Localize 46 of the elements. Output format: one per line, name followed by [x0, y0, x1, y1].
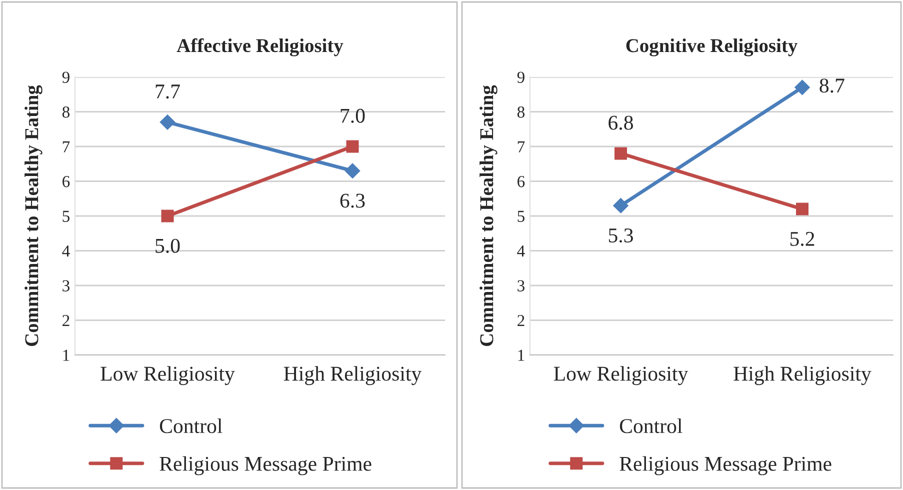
point: [160, 114, 176, 130]
data-label: 5.3: [608, 228, 633, 243]
y-tick-label: 1: [63, 350, 70, 361]
data-label: 8.7: [820, 78, 844, 93]
chart-title: Cognitive Religiosity: [626, 38, 798, 56]
point: [794, 80, 810, 95]
y-tick-label: 7: [518, 141, 525, 152]
data-label: 6.3: [340, 194, 365, 208]
y-axis-title: Commitment to Healthy Eating: [480, 85, 498, 346]
legend-label: Control: [620, 418, 682, 434]
point: [161, 210, 174, 222]
point: [796, 202, 808, 216]
point: [613, 198, 628, 214]
data-label: 5.0: [156, 238, 180, 253]
point: [346, 140, 359, 153]
legend-label: Control: [160, 418, 222, 434]
y-tick-label: 3: [62, 280, 70, 292]
data-label: 7.0: [340, 108, 365, 123]
legend-label: Religious Message Prime: [620, 456, 832, 476]
y-tick-label: 2: [62, 314, 70, 326]
point: [344, 163, 360, 178]
y-tick-label: 6: [62, 176, 70, 188]
point: [614, 147, 627, 160]
y-tick-label: 7: [62, 141, 70, 152]
y-axis-title: Commitment to Healthy Eating: [24, 85, 42, 346]
x-tick-label: High Religiosity: [734, 366, 872, 386]
data-label: 7.7: [156, 84, 180, 99]
legend-label: Religious Message Prime: [160, 456, 372, 476]
y-tick-label: 8: [517, 106, 525, 118]
chart-title: Affective Religiosity: [176, 38, 344, 56]
y-tick-label: 3: [518, 280, 524, 292]
y-tick-label: 4: [517, 246, 525, 257]
x-tick-label: Low Religiosity: [554, 366, 688, 386]
y-tick-label: 6: [518, 176, 525, 188]
y-tick-label: 9: [62, 72, 70, 83]
x-tick-label: High Religiosity: [284, 366, 422, 386]
y-tick-label: 4: [62, 246, 70, 257]
x-tick-label: Low Religiosity: [100, 366, 235, 386]
y-tick-label: 8: [62, 106, 70, 118]
data-label: 5.2: [790, 232, 814, 246]
y-tick-label: 5: [518, 210, 524, 222]
y-tick-label: 2: [518, 314, 524, 326]
y-tick-label: 5: [62, 210, 70, 222]
y-tick-label: 1: [518, 350, 524, 361]
data-label: 6.8: [608, 116, 633, 130]
y-tick-label: 9: [517, 72, 524, 83]
